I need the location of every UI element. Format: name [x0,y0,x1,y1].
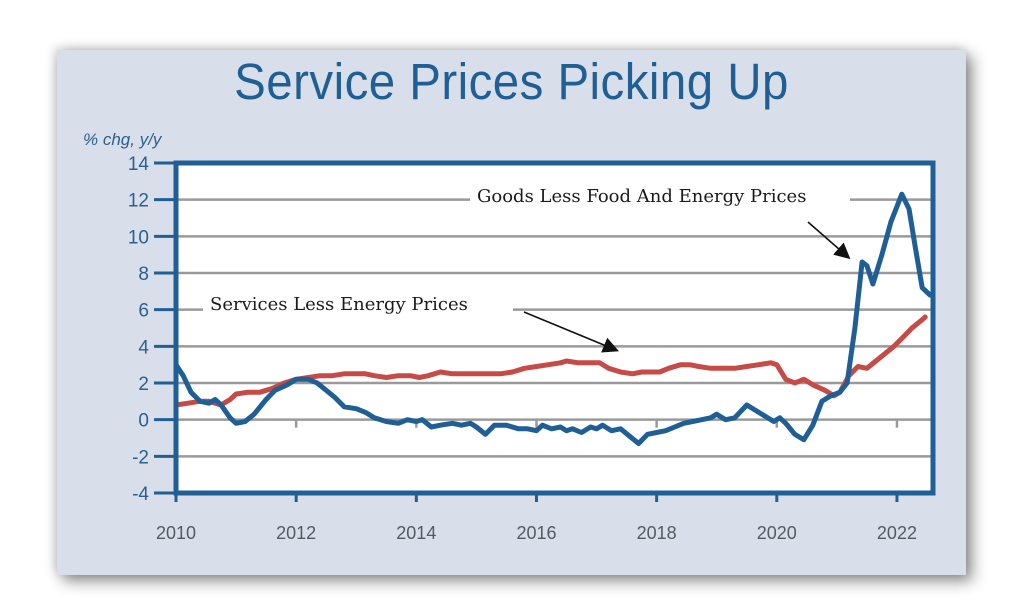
x-tick-label: 2018 [637,523,677,543]
y-axis-unit-label: % chg, y/y [83,130,162,149]
annotation-backdrop [203,292,513,316]
x-tick-label: 2020 [757,523,797,543]
y-tick-label: 2 [138,374,149,395]
chart-title: Service Prices Picking Up [234,53,789,110]
y-tick-label: 0 [138,411,149,432]
x-tick-label: 2010 [156,523,196,543]
series-lines [173,191,933,446]
series-line-goods [173,191,933,446]
x-tick-label: 2014 [396,523,436,543]
annotation-arrow-goods [807,221,851,260]
x-axis: 2010 2012 2014 2016 2018 2020 2022 [156,493,917,543]
y-tick-label: 6 [138,301,149,322]
x-tick-label: 2022 [877,523,917,543]
y-tick-label: 10 [128,227,149,248]
annotations: Goods Less Food And Energy Prices Servic… [203,186,851,353]
y-tick-label: -2 [132,447,149,468]
y-tick-label: 8 [138,264,149,285]
annotation-backdrop [470,186,850,208]
y-tick-label: -4 [132,484,149,505]
y-tick-label: 12 [128,191,149,212]
plot-area [176,163,933,493]
y-tick-label: 4 [138,337,149,358]
y-tick-label: 14 [128,154,150,175]
annotation-goods-label: Goods Less Food And Energy Prices [477,186,806,207]
annotation-services-label: Services Less Energy Prices [210,294,468,315]
x-tick-label: 2016 [516,523,556,543]
plot-frame [173,160,936,496]
annotation-arrow-services [523,311,619,353]
y-axis: 14 12 10 8 6 4 2 0 -2 -4 [128,154,178,505]
x-tick-label: 2012 [276,523,316,543]
